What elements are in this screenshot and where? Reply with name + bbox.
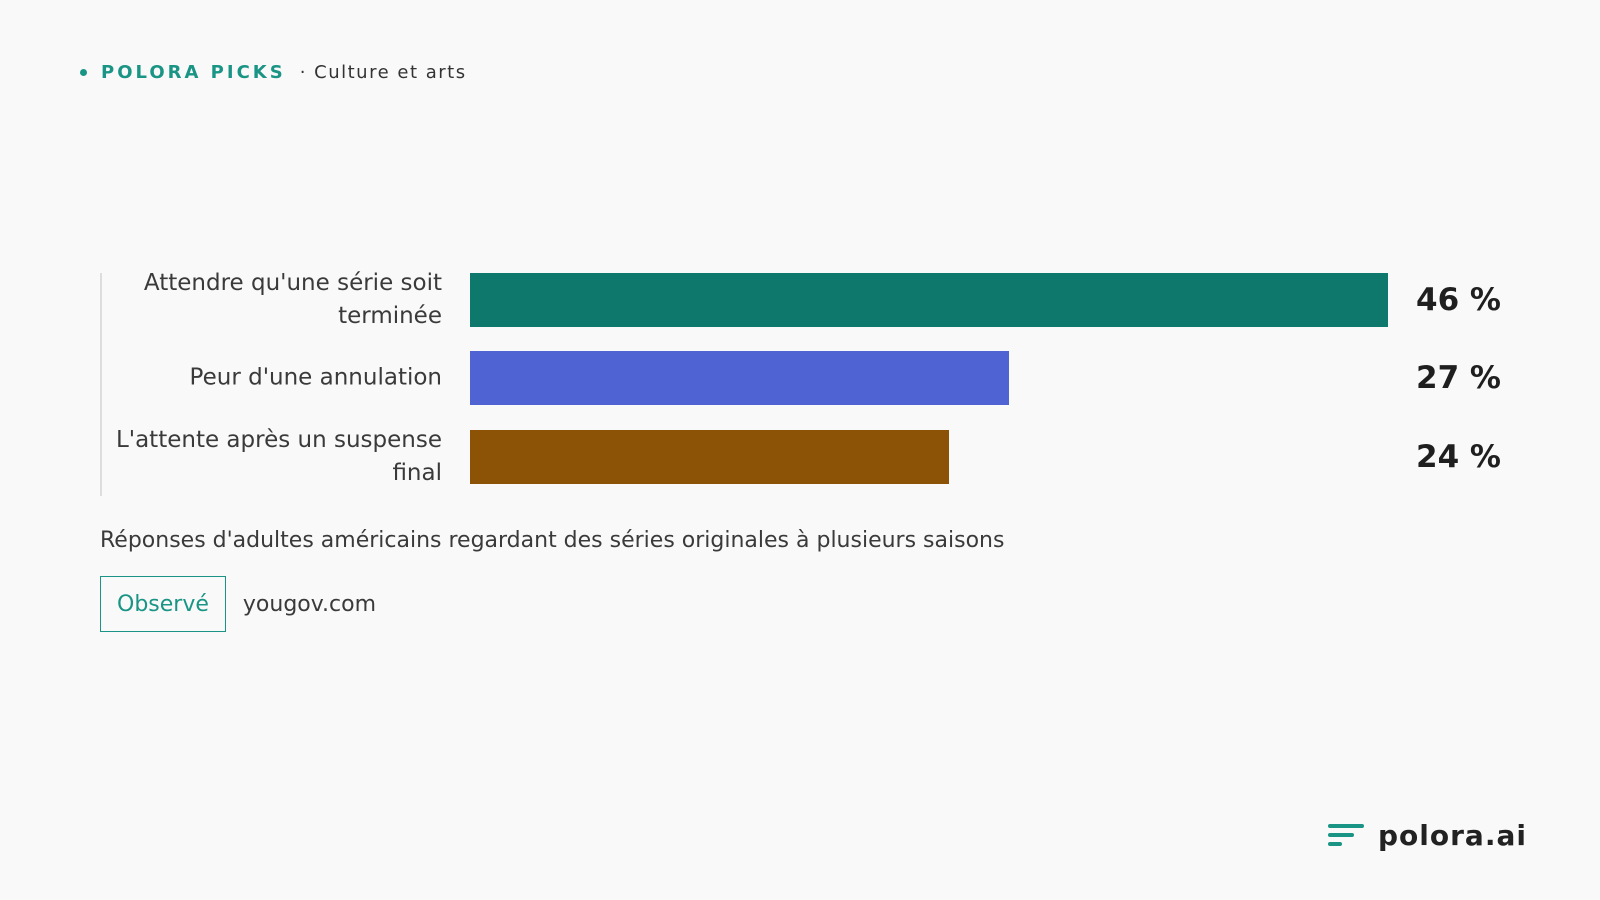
- logo[interactable]: polora.ai: [1328, 818, 1527, 852]
- bar-category-label: Attendre qu'une série soit terminée: [143, 270, 442, 329]
- source-row: Observé yougov.com: [100, 576, 376, 632]
- bullet-dot-icon: [80, 68, 87, 76]
- bar-row: Peur d'une annulation 27 %: [100, 351, 1520, 405]
- bar-row: Attendre qu'une série soit terminée 46 %: [100, 270, 1520, 329]
- bar-row: L'attente après un suspense final 24 %: [100, 427, 1520, 486]
- brand-title: POLORA PICKS: [101, 61, 286, 83]
- source-link[interactable]: yougov.com: [242, 591, 377, 617]
- bar: [470, 430, 949, 484]
- header: POLORA PICKS · Culture et arts: [80, 60, 467, 84]
- bar: [470, 273, 1388, 327]
- chart-axis-line: [100, 273, 102, 496]
- chart-note: Réponses d'adultes américains regardant …: [100, 528, 1005, 553]
- bar: [470, 351, 1009, 405]
- category-label: · Culture et arts: [299, 61, 467, 83]
- bar-category-label: L'attente après un suspense final: [115, 427, 442, 486]
- bar-value-label: 46 %: [1416, 282, 1501, 318]
- bar-value-label: 24 %: [1416, 439, 1501, 475]
- polora-logo-icon: [1328, 824, 1364, 846]
- observed-badge: Observé: [100, 576, 226, 632]
- bar-category-label: Peur d'une annulation: [189, 364, 442, 391]
- bar-chart: Attendre qu'une série soit terminée 46 % P…: [100, 270, 1520, 496]
- bar-value-label: 27 %: [1416, 360, 1501, 396]
- logo-name: polora.ai: [1378, 818, 1527, 852]
